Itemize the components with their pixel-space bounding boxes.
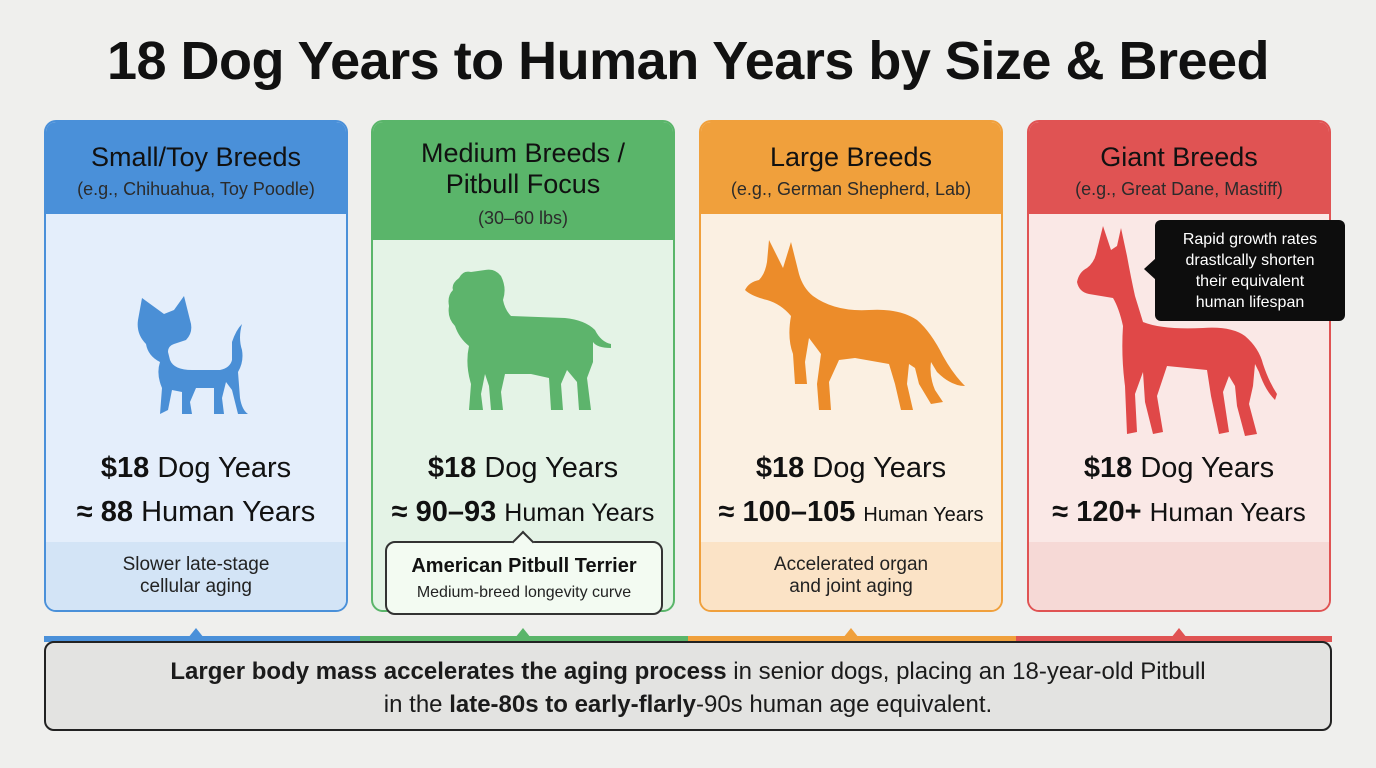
tooltip-line: drastlcally shorten xyxy=(1185,252,1315,269)
medium-breeds-card: Medium Breeds / Pitbull Focus (30–60 lbs… xyxy=(371,120,675,612)
summary-emphasis: late-80s to early-flarly xyxy=(449,691,696,718)
human-years-value: ≈ 100–105 xyxy=(718,496,856,528)
tooltip-line: human lifespan xyxy=(1195,294,1305,311)
dog-years: $18 Dog Years xyxy=(373,452,673,485)
giant-breed-tooltip: Rapid growth rates drastlcally shorten t… xyxy=(1155,220,1345,321)
human-years: ≈ 90–93 Human Years xyxy=(373,496,673,529)
rule-segment-orange xyxy=(688,636,1016,642)
card-title-line: Pitbull Focus xyxy=(445,169,601,199)
dog-years: $18 Dog Years xyxy=(46,452,346,485)
card-header: Giant Breeds (e.g., Great Dane, Mastiff) xyxy=(1029,122,1329,214)
dog-years: $18 Dog Years xyxy=(701,452,1001,485)
human-years: ≈ 88 Human Years xyxy=(46,496,346,529)
dog-years-label: Dog Years xyxy=(812,452,947,484)
card-title: Giant Breeds xyxy=(1100,142,1258,172)
human-years-value: ≈ 88 xyxy=(76,496,134,528)
summary-line-1: Larger body mass accelerates the aging p… xyxy=(46,655,1330,688)
tooltip-pointer xyxy=(1144,258,1156,280)
human-years-label: Human Years xyxy=(141,496,316,528)
human-years: ≈ 100–105 Human Years xyxy=(701,496,1001,529)
callout-subtitle: Medium-breed longevity curve xyxy=(416,584,632,601)
card-title-line: Medium Breeds / xyxy=(420,138,626,168)
note-line: and joint aging xyxy=(789,576,913,597)
note-line: Accelerated organ xyxy=(773,554,929,575)
pitbull-callout: American Pitbull Terrier Medium-breed lo… xyxy=(385,530,663,615)
card-header: Medium Breeds / Pitbull Focus (30–60 lbs… xyxy=(373,122,673,240)
dog-years: $18 Dog Years xyxy=(1029,452,1329,485)
card-title: Large Breeds xyxy=(769,142,933,172)
notch-blue xyxy=(188,628,204,638)
pitbull-silhouette-icon xyxy=(448,269,611,410)
small-breeds-card: Small/Toy Breeds (e.g., Chihuahua, Toy P… xyxy=(44,120,348,612)
german-shepherd-silhouette-icon xyxy=(745,240,965,410)
tooltip-line: their equivalent xyxy=(1195,273,1305,290)
card-note: Slower late-stage cellular aging xyxy=(46,542,346,610)
tooltip-line: Rapid growth rates xyxy=(1182,231,1318,248)
dog-years-value: $18 xyxy=(100,452,150,484)
summary-emphasis: Larger body mass accelerates the aging p… xyxy=(170,658,727,685)
card-title: Small/Toy Breeds xyxy=(90,142,302,172)
summary-text: -90s human age equivalent. xyxy=(695,691,993,718)
dog-years-label: Dog Years xyxy=(157,452,292,484)
summary-text: in senior dogs, placing an 18-year-old P… xyxy=(726,658,1206,685)
human-years-label: Human Years xyxy=(863,504,984,526)
note-line: cellular aging xyxy=(140,576,252,597)
human-years-label: Human Years xyxy=(504,499,655,527)
callout-title: American Pitbull Terrier xyxy=(411,555,637,577)
rule-segment-red xyxy=(1016,636,1332,642)
human-years-label: Human Years xyxy=(1149,497,1306,527)
card-subtitle: (30–60 lbs) xyxy=(477,208,569,228)
giant-breeds-card: Giant Breeds (e.g., Great Dane, Mastiff)… xyxy=(1027,120,1331,612)
human-years-value: ≈ 90–93 xyxy=(391,496,497,528)
card-title: Medium Breeds / Pitbull Focus xyxy=(373,138,673,200)
card-note xyxy=(1029,542,1329,610)
dog-years-value: $18 xyxy=(755,452,805,484)
notch-orange xyxy=(843,628,859,638)
rule-segment-green xyxy=(360,636,688,642)
card-header: Large Breeds (e.g., German Shepherd, Lab… xyxy=(701,122,1001,214)
card-subtitle: (e.g., Great Dane, Mastiff) xyxy=(1075,179,1283,199)
card-header: Small/Toy Breeds (e.g., Chihuahua, Toy P… xyxy=(46,122,346,214)
summary-text: in the xyxy=(383,691,450,718)
great-dane-silhouette-icon xyxy=(1077,226,1277,436)
page-title: 18 Dog Years to Human Years by Size & Br… xyxy=(106,31,1270,91)
note-line: Slower late-stage xyxy=(122,554,270,575)
dog-years-label: Dog Years xyxy=(484,452,619,484)
human-years-value: ≈ 120+ xyxy=(1052,496,1142,528)
large-breeds-card: Large Breeds (e.g., German Shepherd, Lab… xyxy=(699,120,1003,612)
rule-segment-blue xyxy=(44,636,360,642)
notch-red xyxy=(1171,628,1187,638)
dog-years-value: $18 xyxy=(427,452,477,484)
dog-years-label: Dog Years xyxy=(1140,452,1275,484)
human-years: ≈ 120+ Human Years xyxy=(1029,496,1329,529)
card-subtitle: (e.g., German Shepherd, Lab) xyxy=(730,179,972,199)
dog-years-value: $18 xyxy=(1083,452,1133,484)
card-subtitle: (e.g., Chihuahua, Toy Poodle) xyxy=(77,179,315,199)
summary-line-2: in the late-80s to early-flarly-90s huma… xyxy=(46,688,1330,721)
summary-footer: Larger body mass accelerates the aging p… xyxy=(44,641,1332,731)
chihuahua-silhouette-icon xyxy=(137,296,248,414)
notch-green xyxy=(515,628,531,638)
card-note: Accelerated organ and joint aging xyxy=(701,542,1001,610)
